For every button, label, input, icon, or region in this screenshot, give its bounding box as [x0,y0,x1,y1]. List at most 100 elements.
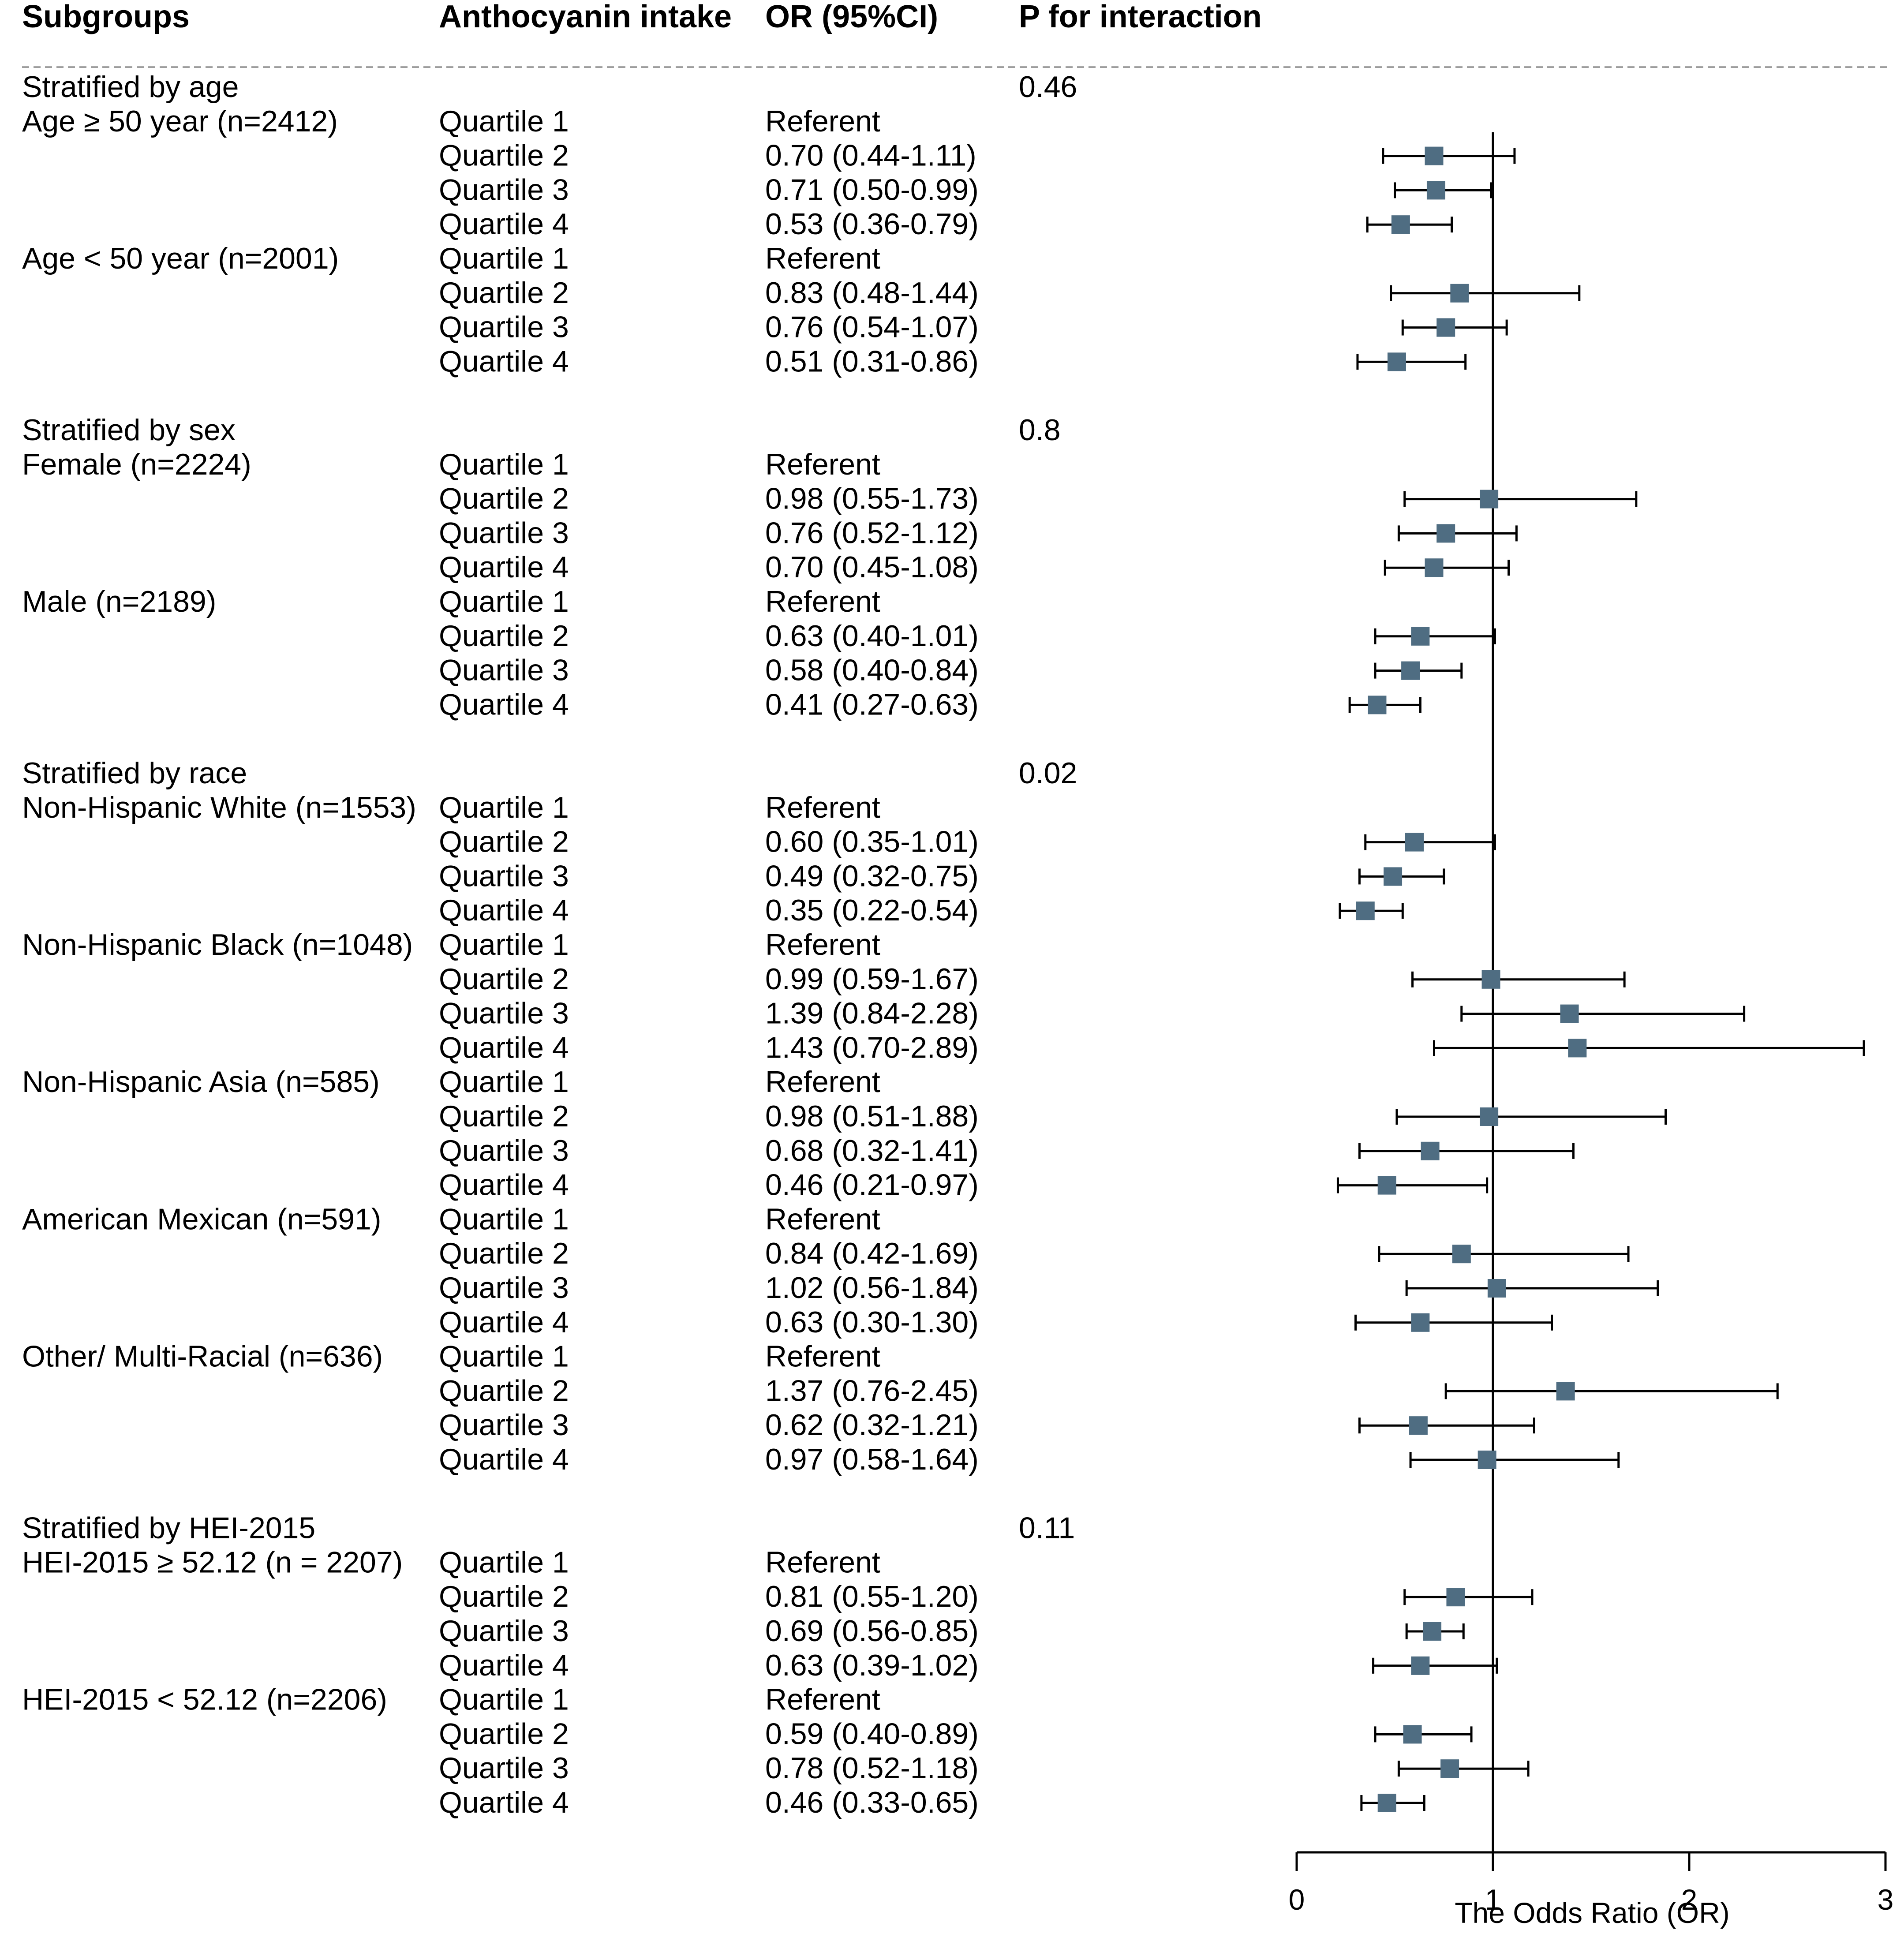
or-point [1423,1622,1442,1641]
quartile-label: Quartile 4 [439,1786,569,1819]
quartile-label: Quartile 2 [439,276,569,310]
quartile-label: Quartile 2 [439,619,569,653]
or-point [1401,661,1420,680]
or-point [1436,318,1455,337]
subgroup-label: Male (n=2189) [22,585,216,618]
quartile-label: Quartile 1 [439,791,569,824]
or-point [1425,558,1444,577]
or-point [1411,627,1430,646]
or-ci-text: 0.98 (0.51-1.88) [765,1100,979,1133]
p-interaction-value: 0.46 [1019,70,1077,104]
or-ci-text: Referent [765,585,880,618]
or-point [1446,1588,1465,1607]
quartile-label: Quartile 4 [439,894,569,927]
quartile-label: Quartile 3 [439,997,569,1030]
ci-mark [1374,627,1496,646]
x-tick-label: 3 [1878,1883,1894,1916]
or-ci-text: Referent [765,1340,880,1373]
quartile-label: Quartile 4 [439,1168,569,1202]
quartile-label: Quartile 2 [439,962,569,996]
ci-mark [1364,833,1496,852]
stratum-label: Stratified by sex [22,413,236,447]
stratum-label: Stratified by HEI-2015 [22,1511,315,1545]
quartile-label: Quartile 2 [439,1580,569,1613]
or-ci-text: 0.62 (0.32-1.21) [765,1408,979,1442]
quartile-label: Quartile 3 [439,1134,569,1167]
or-point [1403,1725,1422,1744]
or-point [1487,1279,1506,1298]
or-point [1480,1107,1499,1126]
ci-mark [1397,1759,1530,1778]
subgroup-label: Non-Hispanic Black (n=1048) [22,928,413,961]
or-ci-text: 1.37 (0.76-2.45) [765,1374,979,1407]
or-ci-text: 0.70 (0.45-1.08) [765,550,979,584]
quartile-label: Quartile 1 [439,928,569,961]
or-ci-text: 0.97 (0.58-1.64) [765,1443,979,1476]
ci-mark [1460,1004,1746,1023]
or-ci-text: Referent [765,791,880,824]
quartile-label: Quartile 4 [439,688,569,721]
quartile-label: Quartile 4 [439,344,569,378]
quartile-label: Quartile 4 [439,1305,569,1339]
quartile-label: Quartile 3 [439,1751,569,1785]
ci-mark [1401,318,1508,337]
quartile-label: Quartile 4 [439,1649,569,1682]
or-point [1377,1794,1396,1812]
or-ci-text: 0.53 (0.36-0.79) [765,207,979,241]
plot-area [1336,132,1865,1852]
ci-mark [1384,558,1510,577]
quartile-label: Quartile 1 [439,1202,569,1236]
or-point [1452,1245,1471,1264]
or-ci-text: 0.69 (0.56-0.85) [765,1614,979,1648]
quartile-label: Quartile 2 [439,139,569,172]
or-point [1436,524,1455,543]
or-ci-text: Referent [765,928,880,961]
quartile-label: Quartile 1 [439,242,569,275]
ci-mark [1444,1382,1779,1401]
or-ci-text: 1.02 (0.56-1.84) [765,1271,979,1305]
or-ci-text: 0.99 (0.59-1.67) [765,962,979,996]
or-point [1421,1141,1440,1160]
stratum-label: Stratified by age [22,70,239,104]
or-ci-text: Referent [765,1545,880,1579]
quartile-label: Quartile 3 [439,173,569,206]
quartile-label: Quartile 2 [439,1374,569,1407]
header-or: OR (95%CI) [765,0,938,34]
ci-mark [1405,1622,1465,1641]
quartile-label: Quartile 3 [439,310,569,344]
ci-mark [1366,215,1453,234]
ci-mark [1394,181,1493,200]
ci-mark [1374,1725,1473,1744]
quartile-label: Quartile 1 [439,1545,569,1579]
or-ci-text: Referent [765,105,880,138]
header-subgroups: Subgroups [22,0,190,34]
ci-mark [1354,1313,1553,1332]
or-ci-text: 1.39 (0.84-2.28) [765,997,979,1030]
or-ci-text: Referent [765,1065,880,1099]
or-ci-text: 0.46 (0.21-0.97) [765,1168,979,1202]
quartile-label: Quartile 4 [439,550,569,584]
or-point [1356,901,1375,920]
or-point [1411,1656,1430,1675]
quartile-label: Quartile 3 [439,654,569,687]
ci-mark [1339,901,1404,920]
or-ci-text: 0.81 (0.55-1.20) [765,1580,979,1613]
or-point [1384,867,1403,886]
quartile-label: Quartile 2 [439,1237,569,1270]
or-point [1425,146,1444,165]
or-ci-text: 0.49 (0.32-0.75) [765,859,979,893]
x-tick-label: 0 [1289,1883,1305,1916]
or-ci-text: Referent [765,242,880,275]
or-ci-text: 0.78 (0.52-1.18) [765,1751,979,1785]
subgroup-label: American Mexican (n=591) [22,1202,381,1236]
ci-mark [1403,490,1638,509]
or-ci-text: 0.63 (0.30-1.30) [765,1305,979,1339]
quartile-label: Quartile 3 [439,516,569,550]
quartile-label: Quartile 1 [439,105,569,138]
quartile-label: Quartile 3 [439,1271,569,1305]
ci-mark [1395,1107,1667,1126]
or-ci-text: Referent [765,1202,880,1236]
p-interaction-value: 0.8 [1019,413,1061,447]
ci-mark [1356,352,1467,371]
quartile-label: Quartile 1 [439,448,569,481]
